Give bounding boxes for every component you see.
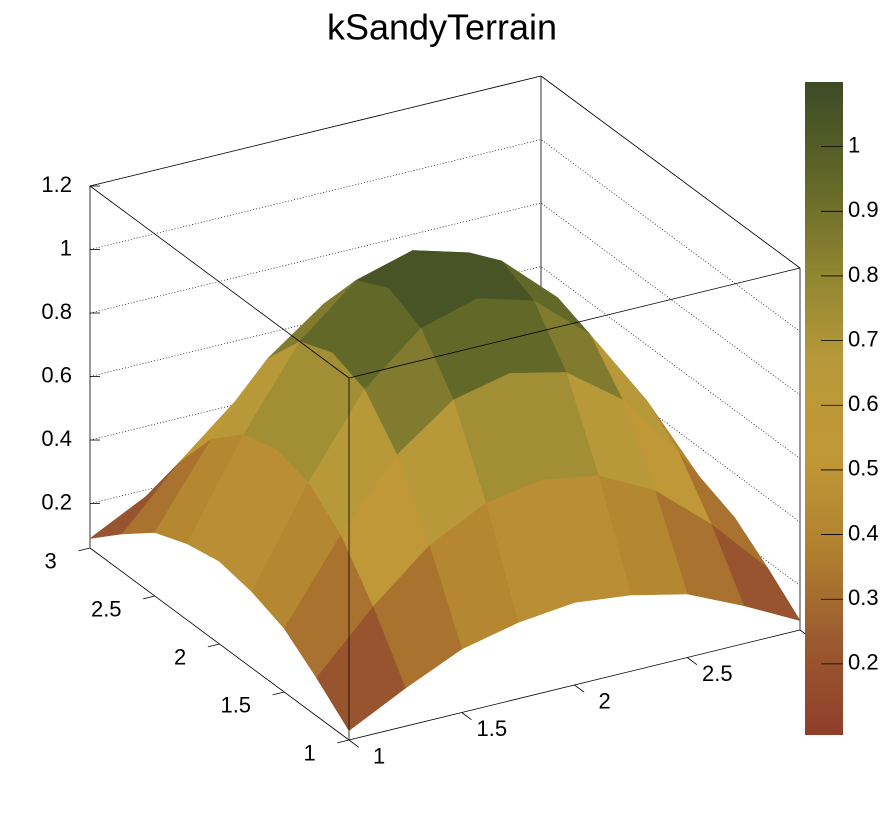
colorbar-tick-label: 0.8: [848, 262, 879, 287]
colorbar-tick-label: 0.9: [848, 197, 879, 222]
colorbar-tick-label: 0.6: [848, 391, 879, 416]
z-tick-label: 1.2: [41, 172, 72, 197]
colorbar-tick-label: 0.5: [848, 456, 879, 481]
box-edge: [89, 185, 350, 379]
colorbar-tick-label: 0.4: [848, 520, 879, 545]
x-tick-label: 2.5: [702, 661, 733, 686]
z-tick-label: 1: [60, 235, 72, 260]
colorbar: [805, 82, 843, 735]
z-tick-label: 0.8: [41, 299, 72, 324]
y-tick-label: 3: [45, 548, 57, 573]
y-tick: [207, 643, 220, 648]
colorbar-tick-label: 0.2: [848, 650, 879, 675]
z-tick-label: 0.2: [41, 489, 72, 514]
grid-line: [89, 75, 801, 269]
box-edge: [540, 75, 801, 269]
z-tick-label: 0.6: [41, 362, 72, 387]
x-tick-label: 1.5: [477, 716, 508, 741]
colorbar-tick-label: 1: [848, 132, 860, 157]
x-tick-label: 1: [373, 744, 385, 769]
x-tick: [574, 684, 585, 693]
y-tick-label: 1.5: [220, 692, 251, 717]
colorbar-tick-label: 0.3: [848, 585, 879, 610]
box-edge: [348, 267, 801, 379]
x-tick: [687, 657, 698, 665]
y-tick: [78, 547, 91, 552]
x-tick: [461, 712, 472, 720]
y-tick-label: 2.5: [91, 596, 122, 621]
x-tick: [348, 739, 359, 748]
y-tick-label: 1: [304, 740, 316, 765]
chart-title: kSandyTerrain: [327, 7, 557, 48]
y-tick: [142, 595, 155, 600]
colorbar-tick-label: 0.7: [848, 326, 879, 351]
y-tick: [272, 691, 285, 696]
surface: [89, 250, 801, 731]
y-tick-label: 2: [174, 644, 186, 669]
box-edge: [89, 75, 542, 187]
z-tick-label: 0.4: [41, 426, 72, 451]
surface-cell: [316, 606, 406, 731]
x-tick-label: 2: [598, 689, 610, 714]
y-tick: [337, 739, 350, 744]
